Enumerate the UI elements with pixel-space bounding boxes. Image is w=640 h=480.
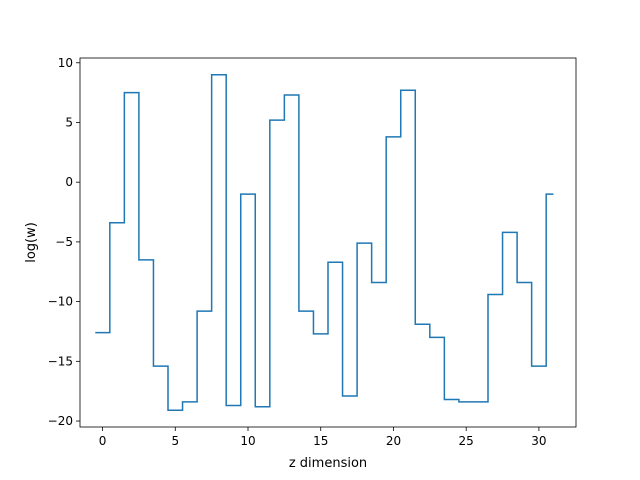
y-tick-label: 10 <box>58 56 73 70</box>
x-axis-label: z dimension <box>289 456 367 471</box>
x-tick-label: 25 <box>459 434 474 448</box>
x-tick-label: 10 <box>240 434 255 448</box>
y-tick-label: 0 <box>65 175 73 189</box>
y-axis-label: log(w) <box>24 222 39 263</box>
axes-frame <box>79 57 577 428</box>
y-tick-label: −5 <box>55 235 73 249</box>
x-tick-label: 15 <box>313 434 328 448</box>
y-tick-label: −20 <box>48 414 73 428</box>
x-tick-label: 5 <box>171 434 179 448</box>
x-tick-label: 20 <box>386 434 401 448</box>
y-axis-ticks: −20 −15 −10 −5 0 5 10 <box>48 56 80 428</box>
y-tick-label: −10 <box>48 295 73 309</box>
y-tick-label: −15 <box>48 354 73 368</box>
x-axis-ticks: 0 5 10 15 20 25 30 <box>99 427 547 448</box>
x-tick-label: 0 <box>99 434 107 448</box>
x-tick-label: 30 <box>531 434 546 448</box>
y-tick-label: 5 <box>65 115 73 129</box>
series-line <box>95 73 554 412</box>
